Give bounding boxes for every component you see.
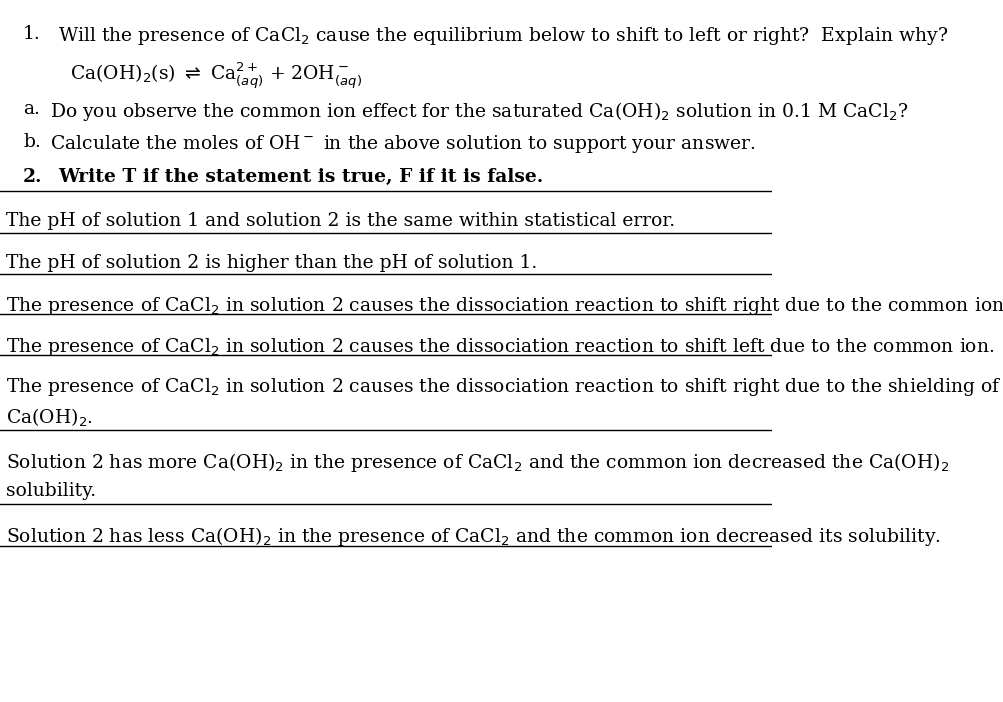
Text: 2.: 2. xyxy=(23,168,43,187)
Text: a.: a. xyxy=(23,100,40,118)
Text: The pH of solution 1 and solution 2 is the same within statistical error.: The pH of solution 1 and solution 2 is t… xyxy=(6,212,675,230)
Text: Solution 2 has more Ca(OH)$_2$ in the presence of CaCl$_2$ and the common ion de: Solution 2 has more Ca(OH)$_2$ in the pr… xyxy=(6,451,949,474)
Text: The presence of CaCl$_2$ in solution 2 causes the dissociation reaction to shift: The presence of CaCl$_2$ in solution 2 c… xyxy=(6,376,1001,398)
Text: Solution 2 has less Ca(OH)$_2$ in the presence of CaCl$_2$ and the common ion de: Solution 2 has less Ca(OH)$_2$ in the pr… xyxy=(6,525,940,548)
Text: The pH of solution 2 is higher than the pH of solution 1.: The pH of solution 2 is higher than the … xyxy=(6,254,537,272)
Text: Do you observe the common ion effect for the saturated Ca(OH)$_2$ solution in 0.: Do you observe the common ion effect for… xyxy=(50,100,908,123)
Text: Ca(OH)$_2$(s) $\rightleftharpoons$ Ca$^{2+}_{(aq)}$ + 2OH$^-_{(aq)}$: Ca(OH)$_2$(s) $\rightleftharpoons$ Ca$^{… xyxy=(69,61,361,91)
Text: Write T if the statement is true, F if it is false.: Write T if the statement is true, F if i… xyxy=(58,168,543,187)
Text: The presence of CaCl$_2$ in solution 2 causes the dissociation reaction to shift: The presence of CaCl$_2$ in solution 2 c… xyxy=(6,336,994,357)
Text: Calculate the moles of OH$^-$ in the above solution to support your answer.: Calculate the moles of OH$^-$ in the abo… xyxy=(50,133,755,155)
Text: b.: b. xyxy=(23,133,41,152)
Text: Ca(OH)$_2$.: Ca(OH)$_2$. xyxy=(6,407,93,430)
Text: The presence of CaCl$_2$ in solution 2 causes the dissociation reaction to shift: The presence of CaCl$_2$ in solution 2 c… xyxy=(6,295,1003,317)
Text: 1.: 1. xyxy=(23,25,41,43)
Text: solubility.: solubility. xyxy=(6,482,96,500)
Text: Will the presence of CaCl$_2$ cause the equilibrium below to shift to left or ri: Will the presence of CaCl$_2$ cause the … xyxy=(58,25,947,46)
